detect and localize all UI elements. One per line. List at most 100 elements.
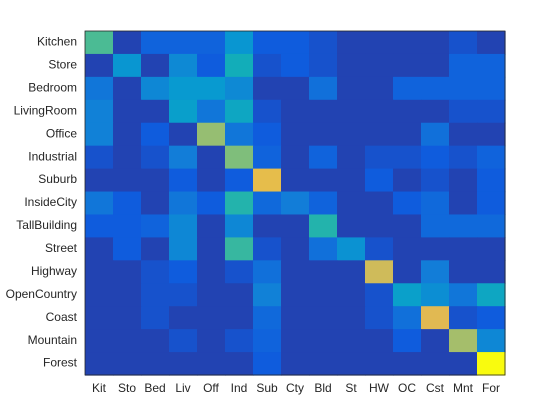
heatmap-cell-Bedroom-Bld [309,76,338,101]
heatmap-cell-Street-Bed [141,237,170,261]
heatmap-cell-Industrial-Cty [281,145,310,170]
heatmap-cell-Industrial-Mnt [449,145,478,170]
heatmap-cell-TallBuilding-Sub [253,214,282,238]
heatmap-cell-InsideCity-Off [197,191,226,216]
heatmap-cell-InsideCity-Kit [85,191,114,216]
heatmap-cell-Industrial-Bld [309,145,338,170]
heatmap-cell-InsideCity-OC [393,191,422,216]
heatmap-cell-InsideCity-Sto [113,191,142,216]
column-label: OC [398,381,416,395]
heatmap-cell-InsideCity-St [337,191,366,216]
heatmap-cell-Street-Cst [421,237,450,261]
heatmap-cell-Suburb-HW [365,168,394,193]
heatmap-cell-Street-OC [393,237,422,261]
row-label: Street [45,241,78,255]
heatmap-cell-Industrial-For [477,145,506,170]
heatmap-cell-Industrial-Kit [85,145,114,170]
heatmap-cell-Suburb-St [337,168,366,193]
heatmap-cell-Store-Cst [421,53,450,78]
heatmap-cell-Coast-Cst [421,306,450,330]
heatmap-cell-LivingRoom-HW [365,99,394,124]
heatmap-cell-Forest-Off [197,352,226,376]
heatmap-cell-LivingRoom-Cty [281,99,310,124]
column-label: For [482,381,500,395]
heatmap-cell-Highway-St [337,260,366,284]
heatmap-cell-Office-Off [197,122,226,147]
heatmap-cell-Store-Cty [281,53,310,78]
heatmap-cell-Mountain-Liv [169,329,198,353]
heatmap-cell-Store-Bld [309,53,338,78]
axes-box [84,30,506,376]
heatmap-cell-Office-Cty [281,122,310,147]
heatmap-cell-InsideCity-For [477,191,506,216]
heatmap-cell-Store-Liv [169,53,198,78]
heatmap-cell-Industrial-HW [365,145,394,170]
heatmap-cell-Store-St [337,53,366,78]
heatmap-cell-Highway-OC [393,260,422,284]
heatmap-cell-Bedroom-Mnt [449,76,478,101]
heatmap-cell-Office-Ind [225,122,254,147]
heatmap-cell-Industrial-Liv [169,145,198,170]
heatmap-cell-Office-Bld [309,122,338,147]
row-label: Coast [46,310,78,324]
heatmap-cell-Suburb-Bld [309,168,338,193]
heatmap-cell-Coast-Kit [85,306,114,330]
heatmap-cell-Coast-Ind [225,306,254,330]
heatmap-cell-TallBuilding-For [477,214,506,238]
heatmap-cell-LivingRoom-Off [197,99,226,124]
heatmap-cell-Store-Kit [85,53,114,78]
heatmap-cell-Coast-Bed [141,306,170,330]
heatmap-cell-Street-Liv [169,237,198,261]
column-label: Sto [118,381,136,395]
heatmap-cell-Industrial-Sto [113,145,142,170]
heatmap-cell-Street-HW [365,237,394,261]
heatmap-cell-Forest-St [337,352,366,376]
column-label: Mnt [453,381,474,395]
heatmap-cell-TallBuilding-Cty [281,214,310,238]
heatmap-cell-Bedroom-Kit [85,76,114,101]
row-label: OpenCountry [6,287,77,301]
heatmap-cell-OpenCountry-Bed [141,283,170,307]
column-label: Bld [314,381,331,395]
heatmap-cell-Highway-Mnt [449,260,478,284]
row-label: Highway [31,264,77,278]
heatmap-cell-Forest-Bld [309,352,338,376]
heatmap-cell-Street-Sto [113,237,142,261]
heatmap-cell-Bedroom-Cst [421,76,450,101]
heatmap-cell-Coast-Cty [281,306,310,330]
heatmap-cell-Office-Liv [169,122,198,147]
heatmap-cell-Kitchen-OC [393,31,422,55]
column-label: St [345,381,357,395]
row-label: Kitchen [37,35,77,49]
column-label: Off [203,381,219,395]
row-label: InsideCity [24,195,77,209]
heatmap-cell-Bedroom-Sub [253,76,282,101]
heatmap-cell-Store-Sub [253,53,282,78]
heatmap-cell-Kitchen-Ind [225,31,254,55]
heatmap-cell-Forest-Cty [281,352,310,376]
column-label: Ind [231,381,248,395]
heatmap-cell-Forest-Ind [225,352,254,376]
heatmap-cell-Mountain-Cst [421,329,450,353]
heatmap-cell-InsideCity-Sub [253,191,282,216]
heatmap-cell-Store-For [477,53,506,78]
heatmap-cell-Bedroom-Ind [225,76,254,101]
heatmap-cell-Street-Sub [253,237,282,261]
heatmap-cell-Kitchen-St [337,31,366,55]
heatmap-cell-Store-OC [393,53,422,78]
heatmap-cell-InsideCity-Cty [281,191,310,216]
heatmap-cell-Forest-HW [365,352,394,376]
heatmap-cell-Suburb-OC [393,168,422,193]
heatmap-cell-Coast-HW [365,306,394,330]
heatmap-cell-Mountain-Off [197,329,226,353]
heatmap-cell-OpenCountry-Liv [169,283,198,307]
column-labels: Kit Sto Bed Liv Off Ind Sub Cty Bld St HW OC Cst Mnt F… [92,381,500,395]
heatmap-cell-OpenCountry-HW [365,283,394,307]
heatmap-cell-Coast-St [337,306,366,330]
column-label: Liv [175,381,190,395]
heatmap-cell-OpenCountry-OC [393,283,422,307]
heatmap-cell-Office-HW [365,122,394,147]
heatmap-cell-Office-Kit [85,122,114,147]
heatmap-cell-Forest-Liv [169,352,198,376]
row-label: Forest [43,356,78,370]
